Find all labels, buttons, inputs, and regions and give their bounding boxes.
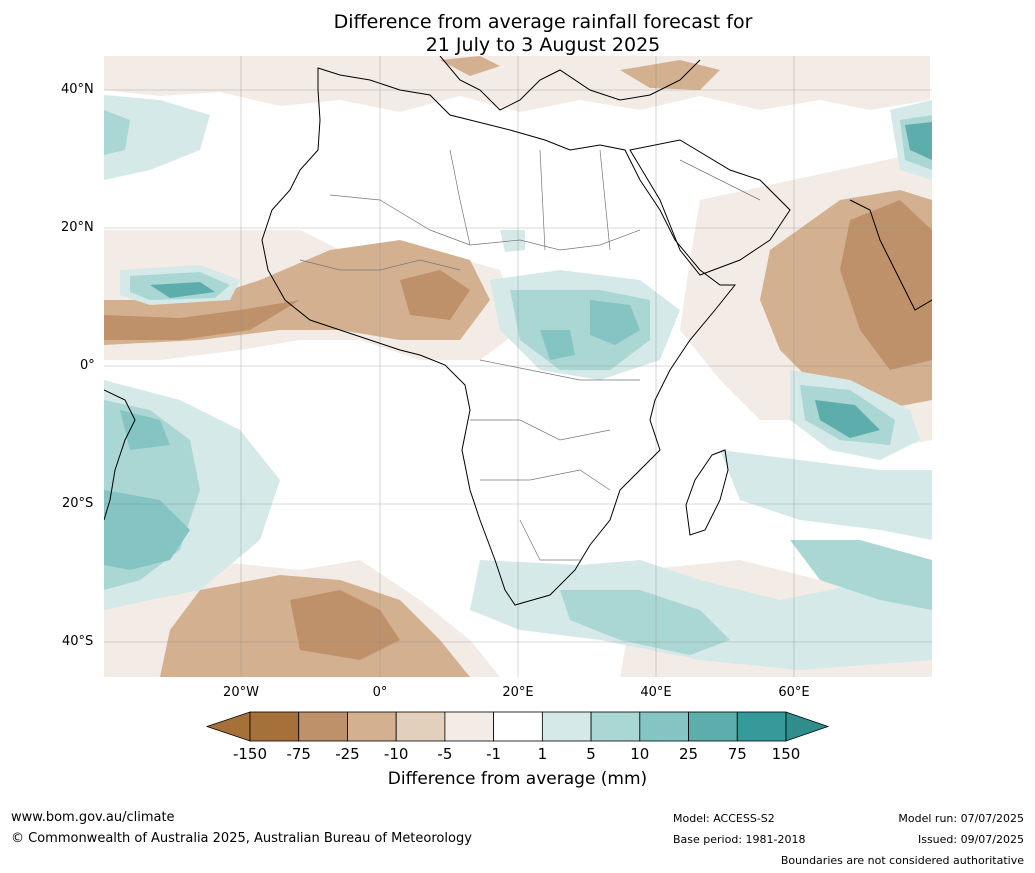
colorbar-swatch [541,711,592,742]
colorbar-swatch [688,711,738,742]
colorbar-swatch [395,711,446,742]
anomaly-dry-light [104,56,930,112]
footer-disclaimer: Boundaries are not considered authoritat… [780,854,1024,867]
colorbar-tick-label: 150 [771,745,801,763]
africa-coastline [261,67,737,606]
anomaly-dry-strong [104,300,300,340]
colorbar-tick-label: -5 [437,745,453,763]
anomaly-wet-strong [905,122,932,160]
colorbar-tick-label: 1 [537,745,548,763]
colorbar-tick-label: -1 [486,745,502,763]
colorbar-tick-label: 25 [678,745,699,763]
lon-label-0: 0° [372,685,388,700]
map-area [104,56,932,677]
anomaly-wet-medium [104,110,130,155]
footer-issued: Issued: 09/07/2025 [917,833,1024,846]
arabia-coastline [629,139,791,276]
south-america-coastline [104,389,136,521]
colorbar [205,711,830,742]
lon-label-20w: 20°W [223,685,259,700]
anomaly-dry-strong [840,200,932,370]
colorbar-tick-label: -25 [335,745,360,763]
colorbar-swatch [347,711,397,742]
colorbar-extend-low [205,711,251,742]
europe-coastline [439,56,701,111]
anomaly-dry-medium [440,56,500,76]
colorbar-tick-label: -10 [383,745,409,763]
lon-label-20e: 20°E [502,685,534,700]
graticule [104,56,932,677]
anomaly-wet-light [104,95,210,180]
colorbar-swatch [249,711,300,742]
lat-label-20n: 20°N [61,220,94,235]
colorbar-swatch [736,711,787,742]
anomaly-wet-medium [560,590,730,655]
colorbar-swatch [444,711,495,742]
india-coastline [849,199,932,311]
colorbar-tick-label: 75 [727,745,747,763]
lat-label-40s: 40°S [62,634,94,649]
footer-model-run: Model run: 07/07/2025 [898,812,1024,825]
colorbar-swatch [639,711,689,742]
anomaly-dry-strong [290,590,400,660]
anomaly-dry-medium [620,60,720,90]
anomaly-wet-strong [540,330,575,360]
anomaly-wet-strong [104,490,190,570]
colorbar-tick-label: 5 [586,745,596,763]
colorbar-title: Difference from average (mm) [387,769,648,789]
colorbar-tick-label: -150 [232,745,268,763]
colorbar-swatch [493,711,543,742]
colorbar-tick-label: -75 [286,745,311,763]
colorbar-swatch [298,711,348,742]
footer-base-period: Base period: 1981-2018 [673,833,806,846]
footer-model: Model: ACCESS-S2 [673,812,775,825]
lon-label-60e: 60°E [778,685,810,700]
footer-copyright: © Commonwealth of Australia 2025, Austra… [11,831,472,846]
lat-label-0: 0° [80,358,95,373]
colorbar-tick-label: 10 [630,745,650,763]
chart-title-line2: 21 July to 3 August 2025 [425,34,661,56]
coastlines [104,56,932,606]
madagascar-coastline [685,449,729,536]
anomaly-wet-strong [590,300,640,345]
lat-label-20s: 20°S [62,496,94,511]
anomaly-wet-light [720,450,932,540]
anomaly-dry-strong [400,270,470,320]
country-borders [299,149,761,561]
anomaly-wet-strong [120,410,170,450]
anomaly-wet-strong [815,400,880,438]
footer-website: www.bom.gov.au/climate [11,810,175,825]
anomaly-wet-medium [790,540,932,610]
lon-label-40e: 40°E [640,685,672,700]
colorbar-swatch [590,711,641,742]
lat-label-40n: 40°N [61,82,94,97]
colorbar-extend-high [785,711,830,742]
anomaly-wet-strong [150,282,215,298]
chart-title-line1: Difference from average rainfall forecas… [333,11,753,33]
